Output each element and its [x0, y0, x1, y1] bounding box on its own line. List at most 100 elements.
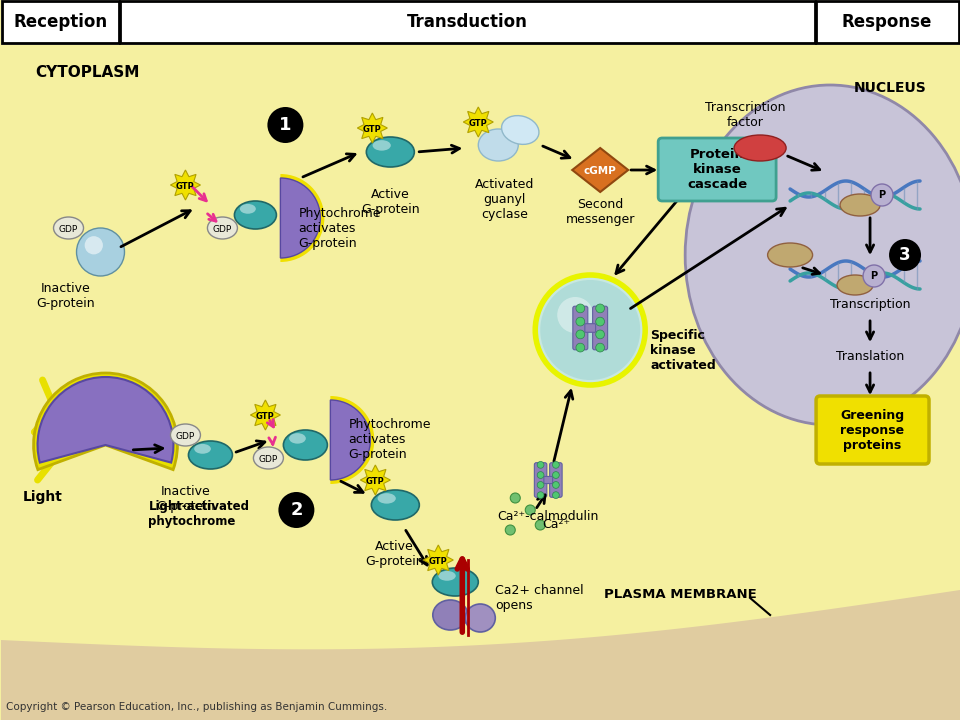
Text: P: P [871, 271, 877, 281]
FancyBboxPatch shape [573, 306, 588, 350]
Circle shape [889, 239, 921, 271]
Circle shape [553, 472, 560, 479]
Text: Reception: Reception [13, 13, 108, 31]
Polygon shape [1, 0, 960, 45]
Text: Phytochrome
activates
G-protein: Phytochrome activates G-protein [299, 207, 381, 250]
Text: Active
G-protein: Active G-protein [361, 188, 420, 216]
Text: 2: 2 [290, 501, 302, 519]
Ellipse shape [289, 433, 306, 444]
Ellipse shape [439, 571, 456, 581]
Circle shape [553, 462, 560, 468]
FancyBboxPatch shape [659, 138, 776, 201]
Wedge shape [330, 400, 371, 480]
Circle shape [538, 492, 544, 498]
Wedge shape [330, 396, 374, 484]
Circle shape [525, 505, 536, 515]
Text: Activated
guanyl
cyclase: Activated guanyl cyclase [474, 178, 534, 221]
Text: Transcription: Transcription [829, 298, 910, 311]
Circle shape [576, 318, 585, 326]
Circle shape [268, 107, 303, 143]
Text: Transcription
factor: Transcription factor [705, 101, 785, 129]
Ellipse shape [840, 194, 880, 216]
Ellipse shape [478, 129, 518, 161]
Wedge shape [280, 174, 324, 262]
Circle shape [557, 297, 593, 333]
FancyBboxPatch shape [535, 463, 547, 498]
Ellipse shape [194, 444, 211, 454]
Text: GTP: GTP [256, 412, 275, 420]
Text: Light-activated
phytochrome: Light-activated phytochrome [149, 500, 250, 528]
Polygon shape [423, 545, 453, 575]
Polygon shape [171, 170, 201, 200]
Text: Ca2+ channel
opens: Ca2+ channel opens [495, 584, 584, 612]
Circle shape [538, 482, 544, 488]
Text: GDP: GDP [176, 431, 195, 441]
Polygon shape [464, 107, 493, 137]
Ellipse shape [207, 217, 237, 239]
Polygon shape [251, 400, 280, 430]
Circle shape [596, 330, 605, 339]
Text: GTP: GTP [363, 125, 382, 133]
Ellipse shape [188, 441, 232, 469]
Ellipse shape [734, 135, 786, 161]
Polygon shape [1, 45, 960, 695]
Polygon shape [360, 465, 391, 495]
FancyBboxPatch shape [544, 477, 553, 484]
Polygon shape [1, 590, 960, 720]
Circle shape [871, 184, 893, 206]
Circle shape [576, 330, 585, 339]
FancyBboxPatch shape [816, 396, 929, 464]
Circle shape [596, 318, 605, 326]
Text: GTP: GTP [366, 477, 385, 485]
Circle shape [576, 304, 585, 312]
Text: GDP: GDP [213, 225, 232, 233]
Ellipse shape [837, 275, 873, 295]
Text: Transduction: Transduction [407, 13, 528, 31]
Text: Inactive
G-protein: Inactive G-protein [36, 282, 95, 310]
Text: Ca²⁺-calmodulin: Ca²⁺-calmodulin [497, 510, 599, 523]
Ellipse shape [685, 85, 960, 425]
Text: PLASMA MEMBRANE: PLASMA MEMBRANE [604, 588, 756, 601]
Circle shape [863, 265, 885, 287]
Text: GDP: GDP [59, 225, 78, 233]
Text: Second
messenger: Second messenger [565, 198, 635, 226]
Wedge shape [280, 178, 321, 258]
Text: Inactive
G-protein: Inactive G-protein [156, 485, 215, 513]
Text: Light: Light [23, 490, 62, 504]
Text: Active
G-protein: Active G-protein [365, 540, 423, 568]
Ellipse shape [432, 568, 478, 596]
Circle shape [538, 472, 544, 479]
Ellipse shape [367, 137, 415, 167]
Text: GTP: GTP [429, 557, 447, 565]
Text: Specific
kinase
activated: Specific kinase activated [650, 328, 716, 372]
Ellipse shape [372, 490, 420, 520]
Circle shape [511, 493, 520, 503]
Ellipse shape [283, 430, 327, 460]
Circle shape [505, 525, 516, 535]
Ellipse shape [171, 424, 201, 446]
Text: GDP: GDP [259, 454, 278, 464]
Text: Ca²⁺: Ca²⁺ [542, 518, 570, 531]
Circle shape [553, 482, 560, 488]
FancyBboxPatch shape [816, 1, 959, 43]
Circle shape [596, 304, 605, 312]
FancyBboxPatch shape [592, 306, 608, 350]
Circle shape [84, 236, 103, 254]
FancyBboxPatch shape [2, 1, 119, 43]
Polygon shape [572, 148, 628, 192]
Circle shape [576, 343, 585, 352]
FancyBboxPatch shape [585, 324, 595, 333]
FancyBboxPatch shape [121, 1, 815, 43]
Polygon shape [357, 113, 387, 143]
Circle shape [553, 492, 560, 498]
Text: Protein
kinase
cascade: Protein kinase cascade [687, 148, 747, 191]
Text: 3: 3 [900, 246, 911, 264]
Ellipse shape [234, 201, 276, 229]
Text: NUCLEUS: NUCLEUS [853, 81, 926, 95]
Text: 1: 1 [279, 116, 292, 134]
Wedge shape [34, 373, 178, 469]
Text: GTP: GTP [468, 119, 488, 127]
Circle shape [538, 462, 544, 468]
Wedge shape [37, 377, 174, 462]
Ellipse shape [501, 116, 539, 145]
